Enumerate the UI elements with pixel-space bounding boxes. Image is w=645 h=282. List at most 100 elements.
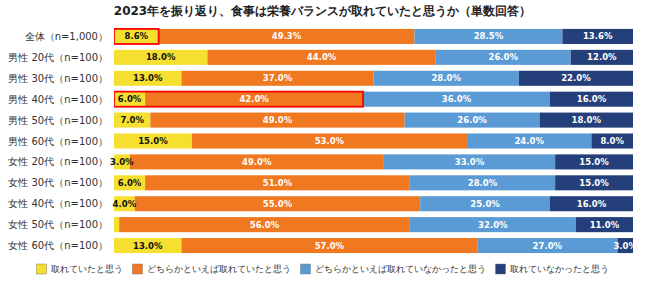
bar-segment	[114, 133, 192, 148]
legend-item: どちらかといえば取れていなかったと思う	[301, 264, 486, 274]
data-label: 18.0%	[146, 52, 176, 62]
bar-segment	[519, 71, 633, 86]
data-label: 6.0%	[118, 94, 142, 104]
bar-segment	[555, 154, 633, 169]
data-label: 44.0%	[307, 52, 337, 62]
data-label: 12.0%	[587, 52, 617, 62]
data-label: 49.0%	[263, 115, 293, 125]
data-label: 22.0%	[561, 73, 591, 83]
data-label: 56.0%	[250, 220, 280, 230]
y-axis: 全体（n=1,000）男性 20代（n=100）男性 30代（n=100）男性 …	[8, 31, 108, 251]
bar-segment	[114, 175, 145, 190]
bar-segment	[114, 29, 159, 44]
data-label: 26.0%	[489, 52, 519, 62]
data-label: 15.0%	[138, 136, 168, 146]
y-tick-label: 女性 40代（n=100）	[8, 198, 108, 209]
data-label: 8.0%	[600, 136, 624, 146]
bar-segment	[420, 196, 550, 211]
bar-segment	[192, 133, 467, 148]
bar-segment	[135, 196, 420, 211]
data-label: 27.0%	[533, 241, 563, 251]
data-label: 13.0%	[133, 73, 163, 83]
bar-segment	[114, 113, 150, 128]
bar-segment	[114, 217, 119, 232]
bar-segment	[415, 29, 563, 44]
legend-item: 取れていなかったと思う	[496, 264, 609, 274]
bar-segment	[150, 113, 404, 128]
bar-segment	[181, 238, 477, 253]
bar-segment	[477, 238, 617, 253]
bar-segment	[384, 154, 555, 169]
bar-segment	[181, 71, 373, 86]
bar-segment	[130, 154, 384, 169]
bar-segment	[571, 50, 633, 65]
legend-label: 取れていたと思う	[51, 264, 123, 274]
legend-label: どちらかといえば取れていなかったと思う	[315, 264, 486, 274]
data-label: 28.5%	[474, 31, 504, 41]
data-label: 8.6%	[125, 31, 149, 41]
bar-segment	[363, 92, 550, 107]
bar-segment	[576, 217, 633, 232]
data-label: 49.0%	[242, 157, 272, 167]
data-label: 6.0%	[118, 178, 142, 188]
data-label: 13.6%	[583, 31, 613, 41]
legend-swatch	[496, 264, 506, 274]
legend-item: 取れていたと思う	[37, 264, 123, 274]
data-label: 36.0%	[442, 94, 472, 104]
data-label: 32.0%	[478, 220, 508, 230]
bar-segment	[550, 196, 633, 211]
bar-segment	[436, 50, 571, 65]
bar-segment	[114, 71, 181, 86]
bar-segment	[114, 92, 145, 107]
y-tick-label: 女性 60代（n=100）	[8, 240, 108, 251]
data-label: 57.0%	[315, 241, 345, 251]
bar-segment	[207, 50, 435, 65]
highlight-box	[114, 29, 159, 44]
data-label: 24.0%	[514, 136, 544, 146]
data-label: 16.0%	[577, 94, 607, 104]
bar-segment	[145, 175, 410, 190]
data-label: 15.0%	[579, 178, 609, 188]
legend-swatch	[301, 264, 311, 274]
legend-swatch	[133, 264, 143, 274]
bar-segment	[405, 113, 540, 128]
bar-segment	[114, 238, 181, 253]
y-tick-label: 男性 20代（n=100）	[8, 52, 108, 63]
data-label: 16.0%	[577, 199, 607, 209]
bar-segment	[562, 29, 633, 44]
bar-segment	[555, 175, 633, 190]
y-tick-label: 女性 30代（n=100）	[8, 177, 108, 188]
data-label: 26.0%	[457, 115, 487, 125]
legend-label: どちらかといえば取れていたと思う	[147, 264, 291, 274]
data-label: 7.0%	[120, 115, 144, 125]
chart: 2023年を振り返り、食事は栄養バランスが取れていたと思うか（単数回答） 全体（n…	[0, 0, 645, 282]
legend-label: 取れていなかったと思う	[510, 264, 609, 274]
bar-segment	[591, 133, 633, 148]
data-label: 28.0%	[468, 178, 498, 188]
data-label: 37.0%	[263, 73, 293, 83]
bar-segment	[550, 92, 633, 107]
data-label: 53.0%	[315, 136, 345, 146]
data-label: 3.0%	[110, 157, 134, 167]
data-label: 49.3%	[272, 31, 302, 41]
bar-segment	[410, 217, 576, 232]
data-labels: 8.6% 49.3% 28.5% 13.6% 18.0% 44.0% 26.0% 12.0% 1…	[110, 31, 637, 250]
data-label: 33.0%	[455, 157, 485, 167]
data-label: 4.0%	[113, 199, 137, 209]
data-label: 25.0%	[470, 199, 500, 209]
bar-segment	[540, 113, 633, 128]
data-label: 51.0%	[263, 178, 293, 188]
data-label: 15.0%	[579, 157, 609, 167]
bar-segment	[410, 175, 555, 190]
bar-segment	[374, 71, 519, 86]
y-tick-label: 男性 50代（n=100）	[8, 115, 108, 126]
data-label: 42.0%	[239, 94, 269, 104]
bar-segment	[114, 50, 207, 65]
bar-segment	[145, 92, 363, 107]
bar-segment	[159, 29, 415, 44]
legend-item: どちらかといえば取れていたと思う	[133, 264, 291, 274]
title: 2023年を振り返り、食事は栄養バランスが取れていたと思うか（単数回答）	[114, 4, 531, 18]
y-tick-label: 男性 60代（n=100）	[8, 136, 108, 147]
y-tick-label: 女性 50代（n=100）	[8, 219, 108, 230]
data-label: 55.0%	[263, 199, 293, 209]
